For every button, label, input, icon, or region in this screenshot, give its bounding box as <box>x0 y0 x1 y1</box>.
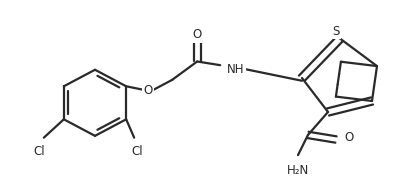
Text: H₂N: H₂N <box>287 164 309 177</box>
Text: Cl: Cl <box>33 145 45 158</box>
Text: S: S <box>332 25 340 38</box>
Text: O: O <box>344 131 353 144</box>
Text: Cl: Cl <box>131 145 143 158</box>
Text: NH: NH <box>227 63 245 76</box>
Text: O: O <box>143 84 153 97</box>
Text: O: O <box>193 28 202 41</box>
